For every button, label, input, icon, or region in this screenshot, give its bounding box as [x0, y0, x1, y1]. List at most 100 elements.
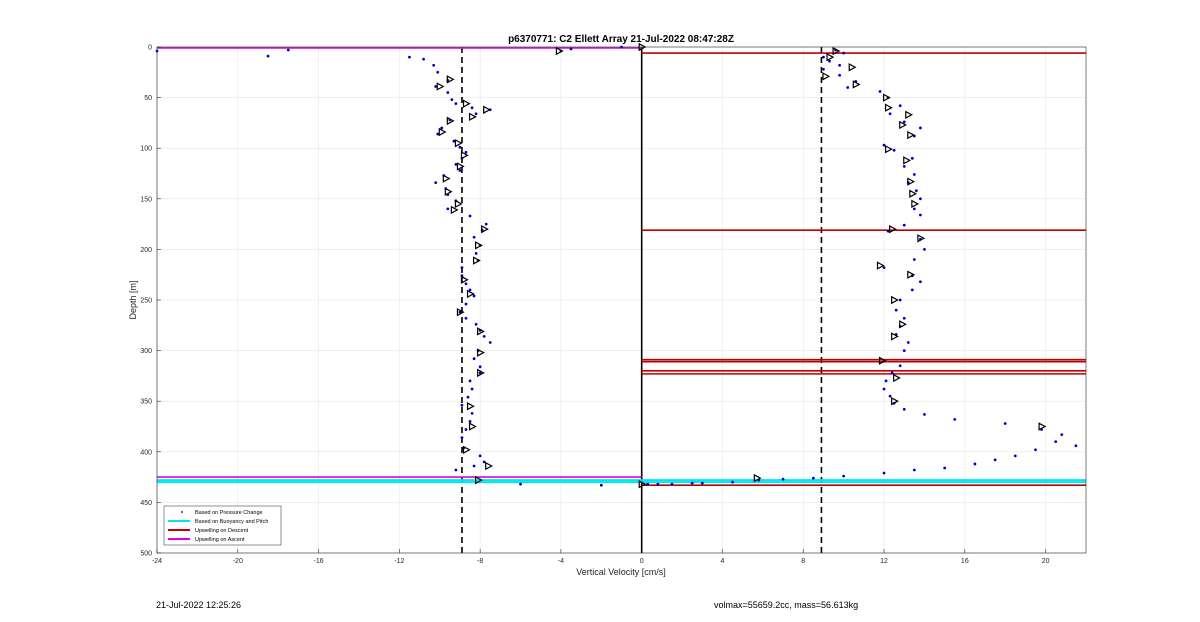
buoyancy-marker: [891, 295, 899, 305]
chart-title: p6370771: C2 Ellett Array 21-Jul-2022 08…: [508, 34, 734, 45]
data-point-center: [899, 105, 901, 107]
buoyancy-marker: [884, 103, 893, 112]
buoyancy-marker: [462, 99, 471, 108]
data-point-center: [883, 144, 885, 146]
data-point-center: [451, 99, 453, 101]
data-point-center: [903, 408, 905, 410]
buoyancy-marker: [889, 224, 897, 234]
buoyancy-marker: [477, 368, 485, 378]
buoyancy-marker: [903, 156, 912, 165]
data-point-center: [974, 463, 976, 465]
data-point-center: [461, 437, 463, 439]
data-point-center: [433, 64, 435, 66]
buoyancy-marker: [848, 63, 857, 72]
data-point-center: [447, 91, 449, 94]
data-point-center: [903, 317, 905, 319]
buoyancy-marker: [878, 356, 887, 365]
data-point-center: [883, 472, 885, 474]
data-point-center: [437, 133, 439, 135]
data-point-center: [465, 283, 467, 285]
data-point-center: [913, 135, 915, 137]
buoyancy-marker: [638, 479, 647, 489]
plot-area-border: [156, 46, 1087, 554]
buoyancy-marker: [852, 80, 861, 89]
data-point-center: [843, 52, 845, 54]
data-point-center: [919, 127, 921, 129]
legend-label-buoyancy: Based on Buoyancy and Pitch: [195, 519, 268, 525]
data-point-center: [459, 169, 461, 172]
data-point-center: [839, 64, 841, 66]
data-point-center: [422, 58, 425, 60]
data-point-center: [913, 208, 915, 210]
data-point-center: [1014, 455, 1016, 457]
data-point-center: [782, 478, 784, 480]
buoyancy-marker: [753, 473, 762, 483]
data-point-center: [267, 55, 269, 57]
data-point-center: [469, 380, 471, 382]
buoyancy-marker: [907, 130, 916, 140]
y-tick-label: 350: [140, 399, 152, 406]
buoyancy-marker: [446, 116, 455, 126]
data-point-center: [455, 103, 457, 105]
data-point-center: [812, 477, 814, 479]
x-tick-label: -8: [477, 558, 483, 565]
data-point-center: [471, 412, 473, 414]
buoyancy-marker: [454, 199, 463, 209]
legend-marker-pressure: [181, 511, 183, 513]
x-tick-label: 4: [721, 558, 725, 565]
data-point-center: [469, 215, 471, 217]
buoyancy-marker: [472, 256, 481, 265]
x-axis-label: Vertical Velocity [cm/s]: [576, 567, 666, 577]
buoyancy-marker: [438, 127, 447, 137]
data-point-center: [471, 107, 473, 109]
buoyancy-marker: [483, 105, 491, 114]
data-point-center: [469, 420, 471, 423]
buoyancy-marker: [485, 461, 493, 471]
data-point-center: [1055, 441, 1057, 443]
data-point-center: [913, 469, 915, 471]
buoyancy-marker: [481, 224, 489, 234]
buoyancy-marker: [1038, 422, 1047, 431]
data-point-center: [483, 461, 485, 463]
data-point-center: [467, 396, 469, 398]
y-tick-label: 0: [148, 45, 152, 52]
buoyancy-marker: [893, 373, 901, 383]
x-tick-label: -20: [233, 558, 243, 565]
buoyancy-marker: [911, 199, 920, 209]
data-point-center: [447, 208, 449, 210]
buoyancy-marker: [876, 261, 885, 270]
data-point-center: [479, 372, 481, 374]
data-point-center: [885, 380, 887, 382]
data-point-center: [822, 56, 825, 58]
data-point-center: [447, 194, 449, 196]
buoyancy-marker: [466, 289, 475, 299]
x-tick-labels: -24 -20 -16 -12 -8 -4 0 4 8 12 16 20: [152, 558, 1050, 565]
data-point-center: [691, 482, 693, 484]
data-point-center: [461, 267, 463, 269]
data-point-center: [455, 469, 457, 471]
data-point-center: [839, 74, 841, 76]
data-point-center: [475, 113, 477, 115]
data-point-center: [600, 484, 602, 486]
data-point-center: [903, 121, 905, 123]
data-point-center: [944, 467, 946, 469]
data-point-center: [903, 224, 905, 226]
data-point-center: [435, 85, 437, 88]
data-point-center: [1004, 422, 1006, 425]
y-tick-label: 300: [140, 348, 152, 355]
data-point-center: [843, 475, 845, 477]
data-point-center: [489, 341, 491, 344]
data-point-center: [913, 173, 915, 176]
buoyancy-marker: [436, 82, 445, 91]
buoyancy-marker: [822, 72, 831, 81]
data-point-center: [408, 56, 411, 58]
data-point-center: [483, 335, 485, 338]
data-point-center: [479, 455, 481, 457]
x-tick-label: 0: [640, 558, 644, 565]
data-point-center: [459, 311, 461, 313]
buoyancy-marker: [891, 397, 899, 406]
data-point-center: [473, 358, 475, 360]
buoyancy-marker: [468, 112, 477, 122]
buoyancy-marker: [446, 75, 455, 84]
buoyancy-marker: [882, 93, 891, 102]
